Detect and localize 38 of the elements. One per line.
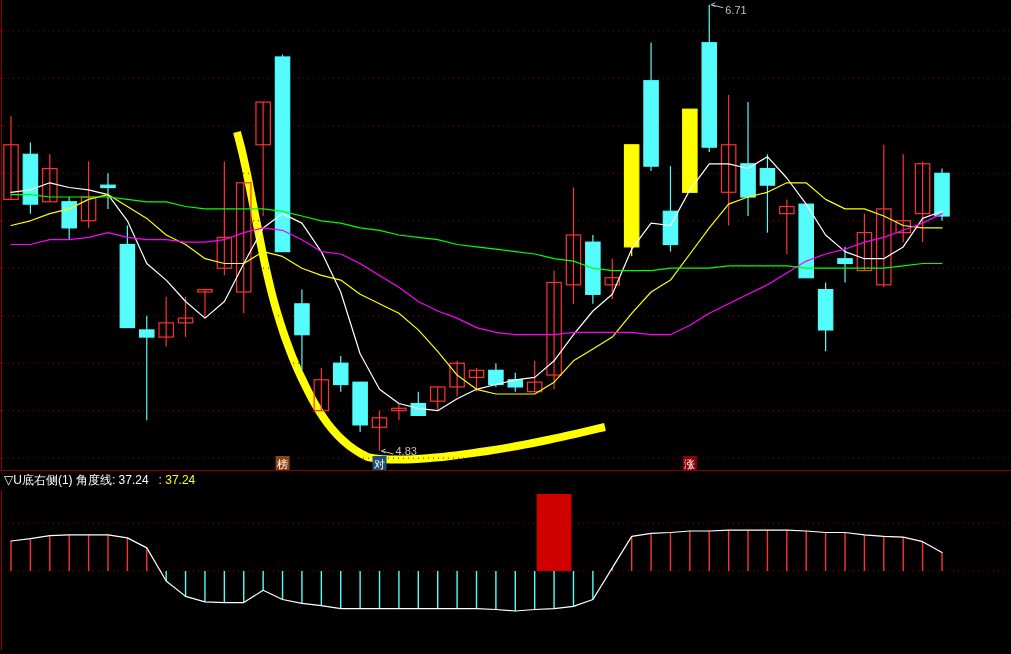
candlestick [507,372,524,393]
candlestick [332,355,349,393]
candlestick [604,258,621,300]
candlestick [177,296,194,338]
candlestick [449,360,465,398]
candlestick [371,410,388,452]
candlestick [391,402,407,421]
bar [536,494,572,571]
candlestick [856,213,873,272]
chart-title: ▽U底右侧(1) 角度线: 37.24 [4,473,149,487]
candlestick [197,289,213,319]
candlestick [895,153,911,243]
candlestick [526,360,543,393]
candlestick [759,153,776,234]
candlestick [565,186,582,305]
candlestick [42,153,58,203]
annotation: 对 [374,458,386,470]
candlestick [235,182,252,314]
chart-subtitle: : 37.24 [158,473,196,487]
candlestick [80,160,97,229]
annotation: 6.71 [725,3,747,16]
candlestick [255,101,271,217]
candlestick [720,94,737,227]
candlestick [914,160,931,243]
candlestick [138,315,155,421]
candlestick [313,367,330,412]
candlestick [216,160,233,276]
annotation: 4.83 [395,445,417,458]
annotation: 榜 [277,458,289,470]
candlestick [876,144,892,288]
candlestick [488,362,504,388]
candlestick [837,246,853,284]
candlestick [429,386,446,412]
candlestick [546,270,562,390]
candlestick [779,198,795,255]
candlestick [468,367,485,393]
candlestick [158,296,174,348]
annotation: 涨 [684,458,696,470]
